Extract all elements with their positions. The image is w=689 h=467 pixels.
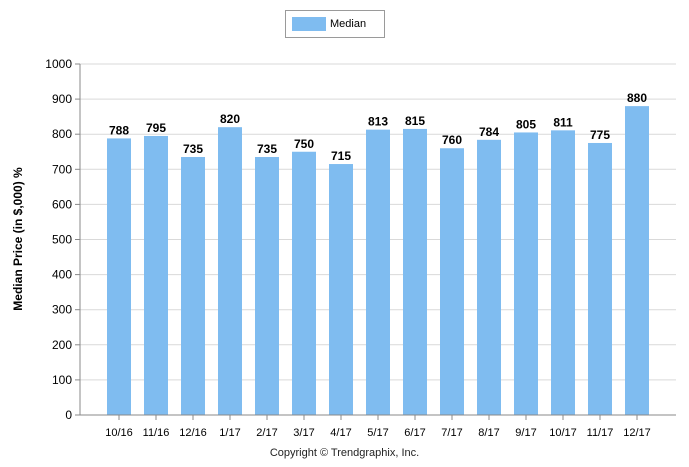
- bar: [403, 128, 427, 415]
- data-label: 784: [479, 125, 499, 139]
- data-label: 715: [331, 149, 351, 163]
- data-label: 760: [442, 133, 462, 147]
- x-tick-label: 12/16: [179, 427, 207, 439]
- bar: [255, 157, 279, 415]
- y-tick-label: 900: [52, 92, 72, 106]
- y-axis-ticks: 0 100 200 300 400 500 600 700 800 900 1000: [45, 57, 80, 422]
- y-tick-label: 1000: [45, 57, 72, 71]
- data-label: 795: [146, 121, 166, 135]
- x-tick-label: 12/17: [623, 427, 651, 439]
- y-axis-title: Median Price (in $,000) %: [11, 167, 25, 311]
- data-label: 735: [257, 142, 277, 156]
- bar: [440, 148, 464, 416]
- y-tick-label: 300: [52, 303, 72, 317]
- x-tick-label: 4/17: [330, 427, 351, 439]
- x-tick-label: 9/17: [515, 427, 536, 439]
- data-label: 820: [220, 112, 240, 126]
- bar: [107, 138, 131, 416]
- x-tick-label: 5/17: [367, 427, 388, 439]
- y-tick-label: 200: [52, 338, 72, 352]
- y-tick-label: 500: [52, 233, 72, 247]
- y-tick-label: 800: [52, 127, 72, 141]
- y-tick-label: 400: [52, 268, 72, 282]
- data-label: 880: [627, 91, 647, 105]
- y-tick-label: 700: [52, 162, 72, 176]
- x-axis-labels: 10/16 11/16 12/16 1/17 2/17 3/17 4/17 5/17 6/17 7…: [105, 415, 651, 439]
- x-tick-label: 10/16: [105, 427, 133, 439]
- x-tick-label: 11/16: [143, 427, 170, 439]
- bar: [292, 151, 316, 415]
- legend-label: Median: [330, 18, 367, 30]
- bar: [625, 106, 649, 416]
- bars: 788 795 735 820 735 750 715 813 815 760 784 805 811 7…: [107, 91, 649, 416]
- data-label: 775: [590, 128, 610, 142]
- x-tick-label: 11/17: [587, 427, 614, 439]
- legend-swatch: [292, 17, 326, 31]
- bar: [514, 132, 538, 415]
- x-tick-label: 10/17: [549, 427, 577, 439]
- bar: [329, 164, 353, 415]
- data-label: 788: [109, 123, 129, 137]
- data-label: 811: [553, 115, 573, 129]
- axes: [79, 64, 676, 416]
- data-label: 815: [405, 114, 425, 128]
- x-tick-label: 8/17: [478, 427, 499, 439]
- y-tick-label: 100: [52, 373, 72, 387]
- data-label: 735: [183, 142, 203, 156]
- bar: [588, 142, 612, 415]
- data-label: 750: [294, 137, 314, 151]
- y-tick-label: 0: [65, 408, 72, 422]
- bar: [218, 127, 242, 416]
- x-tick-label: 2/17: [256, 427, 277, 439]
- legend: Median: [285, 10, 385, 38]
- bar: [366, 129, 390, 415]
- bar: [551, 130, 575, 416]
- bar: [181, 157, 205, 415]
- data-label: 805: [516, 117, 536, 131]
- copyright-footer: Copyright © Trendgraphix, Inc.: [269, 447, 420, 459]
- bar: [144, 135, 168, 415]
- bar: [477, 139, 501, 416]
- data-label: 813: [368, 115, 388, 129]
- x-tick-label: 3/17: [293, 427, 314, 439]
- y-tick-label: 600: [52, 197, 72, 211]
- x-tick-label: 1/17: [219, 427, 240, 439]
- x-tick-label: 7/17: [441, 427, 462, 439]
- x-tick-label: 6/17: [404, 427, 425, 439]
